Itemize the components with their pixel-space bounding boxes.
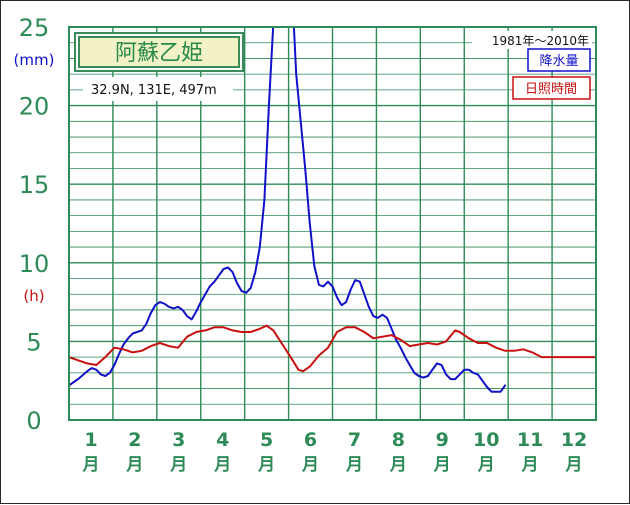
x-tick-suffix: 月: [213, 455, 231, 475]
x-tick-label: 3: [172, 429, 185, 451]
y-tick-label: 25: [19, 14, 50, 42]
period-box: [472, 31, 592, 49]
x-tick-label: 9: [436, 429, 449, 451]
x-tick-suffix: 月: [81, 455, 99, 475]
y-tick-label: 10: [19, 250, 50, 278]
x-tick-suffix: 月: [169, 455, 187, 475]
title-box: [78, 36, 240, 68]
x-tick-suffix: 月: [433, 455, 451, 475]
x-tick-label: 4: [216, 429, 229, 451]
x-tick-label: 12: [561, 429, 587, 451]
x-tick-suffix: 月: [521, 455, 539, 475]
location-label: 32.9N, 131E, 497m: [91, 83, 217, 98]
x-tick-suffix: 月: [345, 455, 363, 475]
x-tick-label: 1: [84, 429, 97, 451]
x-tick-label: 11: [517, 429, 543, 451]
sunshine-line: [69, 324, 596, 373]
x-tick-suffix: 月: [565, 455, 583, 475]
chart-title: 阿蘇乙姫: [115, 41, 203, 66]
y-tick-label: 15: [19, 171, 50, 199]
x-tick-suffix: 月: [477, 455, 495, 475]
x-tick-label: 6: [304, 429, 317, 451]
legend-precip-box: [527, 48, 591, 72]
y-tick-label: 5: [26, 328, 41, 356]
x-tick-suffix: 月: [125, 455, 143, 475]
location-box: [83, 77, 233, 101]
y-tick-label: 20: [19, 93, 50, 121]
y-unit-precip: (mm): [14, 51, 55, 69]
precipitation-line: [69, 27, 507, 393]
series-layer: [69, 27, 596, 393]
legend-precip-label: 降水量: [539, 54, 578, 69]
x-tick-suffix: 月: [301, 455, 319, 475]
major-gridlines: [69, 27, 596, 420]
x-axis-ticks: 1 月 2 月 3 月 4 月 5 月 6 月 7 月 8 月 9 月 10 月 11 月 12 月: [81, 429, 587, 475]
series-group: [69, 27, 596, 393]
plot-border: [68, 26, 597, 421]
y-tick-label: 0: [26, 407, 41, 435]
x-tick-label: 5: [260, 429, 273, 451]
period-label: 1981年〜2010年: [492, 34, 589, 48]
legend-sun-box: [512, 76, 591, 100]
x-tick-label: 2: [128, 429, 141, 451]
x-tick-suffix: 月: [389, 455, 407, 475]
x-tick-suffix: 月: [257, 455, 275, 475]
legend-sun-label: 日照時間: [525, 82, 577, 97]
y-unit-sun: (h): [23, 287, 44, 305]
y-axis-ticks: 0 5 10 15 20 25: [19, 14, 50, 435]
x-tick-label: 10: [473, 429, 499, 451]
x-tick-label: 8: [392, 429, 405, 451]
x-tick-label: 7: [348, 429, 361, 451]
